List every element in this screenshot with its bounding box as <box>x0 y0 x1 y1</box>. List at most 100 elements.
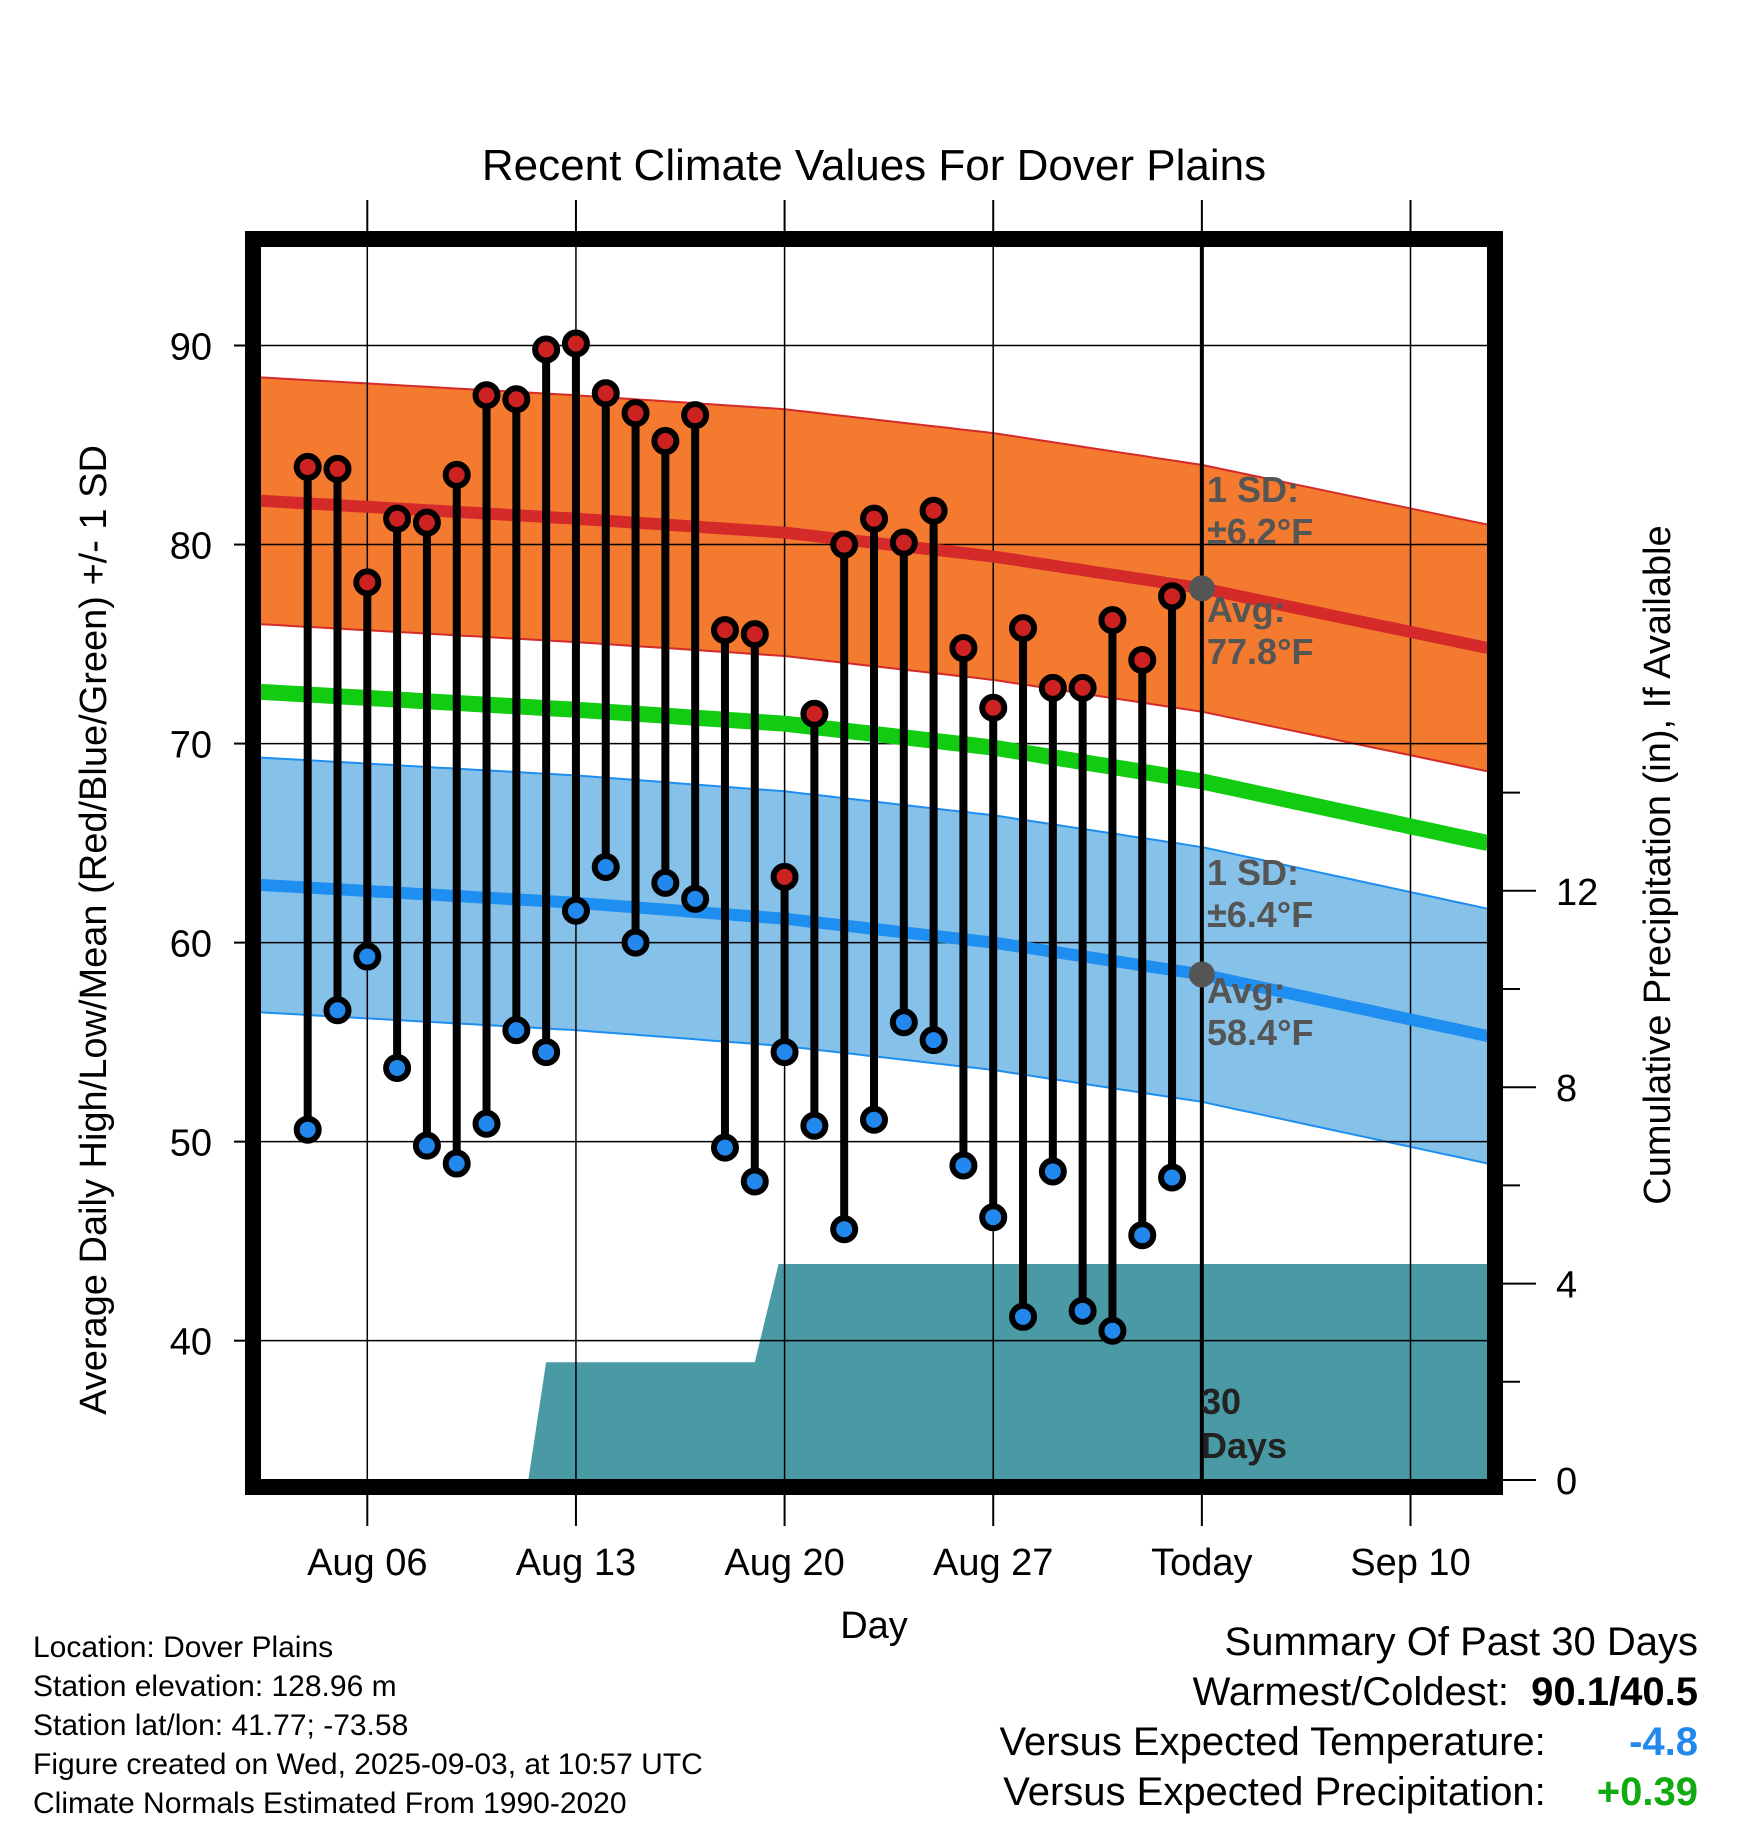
daily-high-point <box>591 379 620 408</box>
annotations: 1 SD: ±6.2°F Avg: 77.8°F 1 SD: ±6.4°F Av… <box>1201 469 1313 1466</box>
daily-high-point <box>323 454 352 483</box>
daily-high-point <box>740 620 769 649</box>
daily-low-point <box>651 868 680 897</box>
x-tick-label: Aug 27 <box>933 1542 1053 1584</box>
daily-high-point <box>830 530 859 559</box>
daily-high-point <box>532 335 561 364</box>
daily-low-point <box>591 852 620 881</box>
daily-low-point <box>412 1131 441 1160</box>
daily-low-point <box>532 1038 561 1067</box>
daily-low-point <box>293 1115 322 1144</box>
summary-title-text: Summary Of Past 30 Days <box>1224 1620 1698 1664</box>
y-left-tick-label: 50 <box>170 1123 212 1165</box>
daily-low-point <box>383 1054 412 1083</box>
station-info: Location: Dover Plains Station elevation… <box>33 1628 703 1823</box>
daily-low-point <box>800 1111 829 1140</box>
today-low-avg-marker <box>1188 961 1215 988</box>
daily-high-point <box>412 508 441 537</box>
daily-high-point <box>621 399 650 428</box>
daily-high-point <box>800 699 829 728</box>
daily-high-point <box>353 568 382 597</box>
summary-warmest-row: Warmest/Coldest: 90.1/40.5 <box>1193 1670 1698 1715</box>
low-avg-value: 58.4°F <box>1207 1012 1313 1053</box>
warmest-label: Warmest/Coldest: <box>1192 1670 1509 1714</box>
daily-high-point <box>1158 582 1187 611</box>
x-tick-label: Aug 13 <box>516 1542 636 1584</box>
daily-low-point <box>979 1203 1008 1232</box>
low-sd-label: 1 SD: <box>1207 852 1299 893</box>
daily-high-point <box>681 401 710 430</box>
daily-high-point <box>889 528 918 557</box>
daily-high-point <box>1009 614 1038 643</box>
x-tick-label: Aug 20 <box>724 1542 844 1584</box>
y-right-tick-label: 4 <box>1556 1265 1577 1307</box>
daily-high-point <box>710 616 739 645</box>
high-sd-value: ±6.2°F <box>1207 511 1313 552</box>
x-tick-label: Sep 10 <box>1350 1542 1470 1584</box>
daily-low-point <box>323 996 352 1025</box>
high-sd-label: 1 SD: <box>1207 469 1299 510</box>
chart-title: Recent Climate Values For Dover Plains <box>482 141 1266 190</box>
plot-border <box>245 231 1503 1495</box>
daily-high-point <box>1128 645 1157 674</box>
days-unit-label: Days <box>1201 1425 1287 1466</box>
y-right-tick-label: 8 <box>1556 1068 1577 1110</box>
daily-low-point <box>561 896 590 925</box>
latlon-text: Station lat/lon: 41.77; -73.58 <box>33 1709 409 1742</box>
y-right-tick-label: 12 <box>1556 872 1598 914</box>
x-tick-label: Today <box>1151 1542 1252 1584</box>
daily-high-point <box>979 693 1008 722</box>
daily-low-point <box>442 1149 471 1178</box>
low-avg-label: Avg: <box>1207 970 1286 1011</box>
summary-precip-row: Versus Expected Precipitation: +0.39 <box>1003 1770 1698 1815</box>
y-left-tick-label: 80 <box>170 526 212 568</box>
daily-high-point <box>472 381 501 410</box>
summary-temp-row: Versus Expected Temperature: -4.8 <box>1000 1720 1698 1765</box>
daily-high-point <box>1068 673 1097 702</box>
daily-low-point <box>681 884 710 913</box>
daily-high-point <box>561 329 590 358</box>
daily-high-point <box>442 460 471 489</box>
daily-low-point <box>1128 1221 1157 1250</box>
daily-high-point <box>651 427 680 456</box>
normals-text: Climate Normals Estimated From 1990-2020 <box>33 1787 627 1820</box>
days-count-label: 30 <box>1201 1381 1241 1422</box>
low-sd-value: ±6.4°F <box>1207 894 1313 935</box>
daily-dots <box>293 329 1187 1345</box>
daily-high-point <box>383 504 412 533</box>
versus-temp-value: -4.8 <box>1629 1720 1698 1764</box>
precip-area <box>260 1264 1488 1480</box>
daily-low-point <box>949 1151 978 1180</box>
daily-low-point <box>830 1215 859 1244</box>
daily-high-point <box>1038 673 1067 702</box>
cumulative-precip-area <box>260 1264 1488 1480</box>
daily-low-point <box>353 942 382 971</box>
daily-high-point <box>770 862 799 891</box>
daily-high-point <box>860 504 888 533</box>
high-avg-label: Avg: <box>1207 589 1286 630</box>
summary-title: Summary Of Past 30 Days <box>1225 1620 1698 1665</box>
daily-high-point <box>949 634 978 663</box>
daily-low-point <box>919 1026 948 1055</box>
high-band-upper-edge <box>259 376 1489 526</box>
y-left-axis-label: Average Daily High/Low/Mean (Red/Blue/Gr… <box>73 445 115 1415</box>
daily-low-point <box>889 1008 918 1037</box>
today-high-avg-marker <box>1188 575 1215 602</box>
daily-low-point <box>710 1133 739 1162</box>
x-axis-label: Day <box>840 1605 908 1647</box>
daily-low-point <box>472 1109 501 1138</box>
daily-low-point <box>621 928 650 957</box>
daily-high-point <box>293 452 322 481</box>
y-right-axis-label: Cumulative Precipitation (in), If Availa… <box>1637 525 1679 1204</box>
daily-high-point <box>919 496 948 525</box>
versus-precip-label: Versus Expected Precipitation: <box>1003 1770 1546 1814</box>
daily-low-point <box>1158 1163 1187 1192</box>
y-left-tick-label: 70 <box>170 725 212 767</box>
y-right-tick-label: 0 <box>1556 1461 1577 1503</box>
daily-low-point <box>1068 1296 1097 1325</box>
daily-low-point <box>770 1038 799 1067</box>
created-text: Figure created on Wed, 2025-09-03, at 10… <box>33 1748 703 1781</box>
daily-high-point <box>1098 606 1127 635</box>
